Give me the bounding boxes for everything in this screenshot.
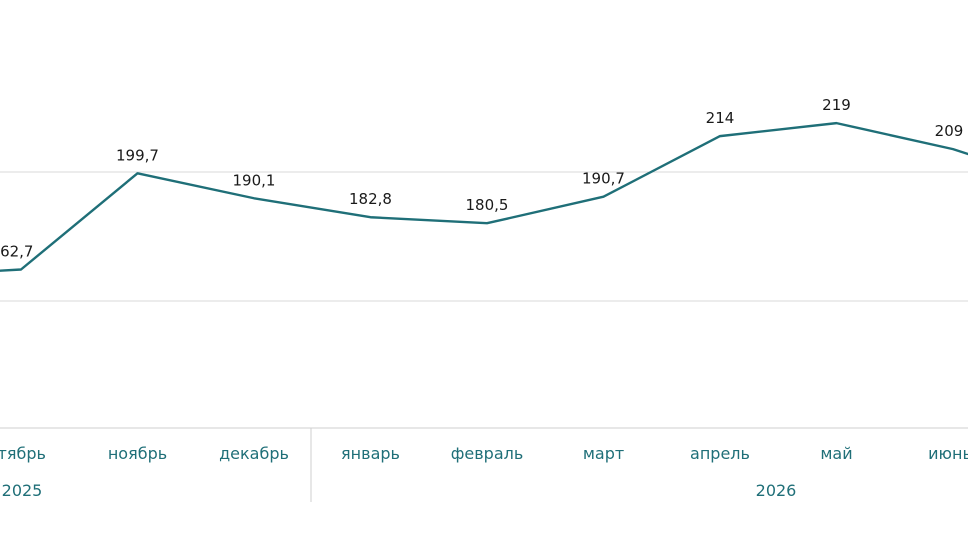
tick-label: апрель — [690, 444, 750, 463]
year-label-2026: 2026 — [756, 481, 797, 500]
x-axis — [0, 427, 968, 502]
data-label: 182,8 — [349, 190, 392, 208]
tick-label: июнь — [928, 444, 968, 463]
tick-label: февраль — [451, 444, 524, 463]
tick-label: октябрь — [0, 444, 46, 463]
tick-label: январь — [341, 444, 400, 463]
series-line — [0, 121, 968, 272]
data-label: 199,7 — [116, 146, 159, 164]
x-tick-labels: октябрь ноябрь декабрь январь февраль март апр… — [0, 444, 968, 463]
data-label: 180,5 — [466, 196, 509, 214]
data-labels: 162,7 199,7 190,1 182,8 180,5 190,7 214 219 209 — [0, 96, 963, 260]
year-labels: 2025 2026 — [2, 481, 797, 500]
data-label: 190,7 — [582, 170, 625, 188]
tick-label: ноябрь — [108, 444, 167, 463]
data-label: 214 — [706, 109, 735, 127]
tick-label: март — [583, 444, 624, 463]
data-label: 219 — [822, 96, 851, 114]
year-label-2025: 2025 — [2, 481, 43, 500]
data-label: 209 — [935, 122, 964, 140]
gridlines — [0, 171, 968, 302]
data-label: 162,7 — [0, 243, 33, 261]
tick-label: май — [820, 444, 852, 463]
tick-label: декабрь — [219, 444, 289, 463]
series-line-group — [0, 121, 968, 272]
data-label: 190,1 — [233, 171, 276, 189]
